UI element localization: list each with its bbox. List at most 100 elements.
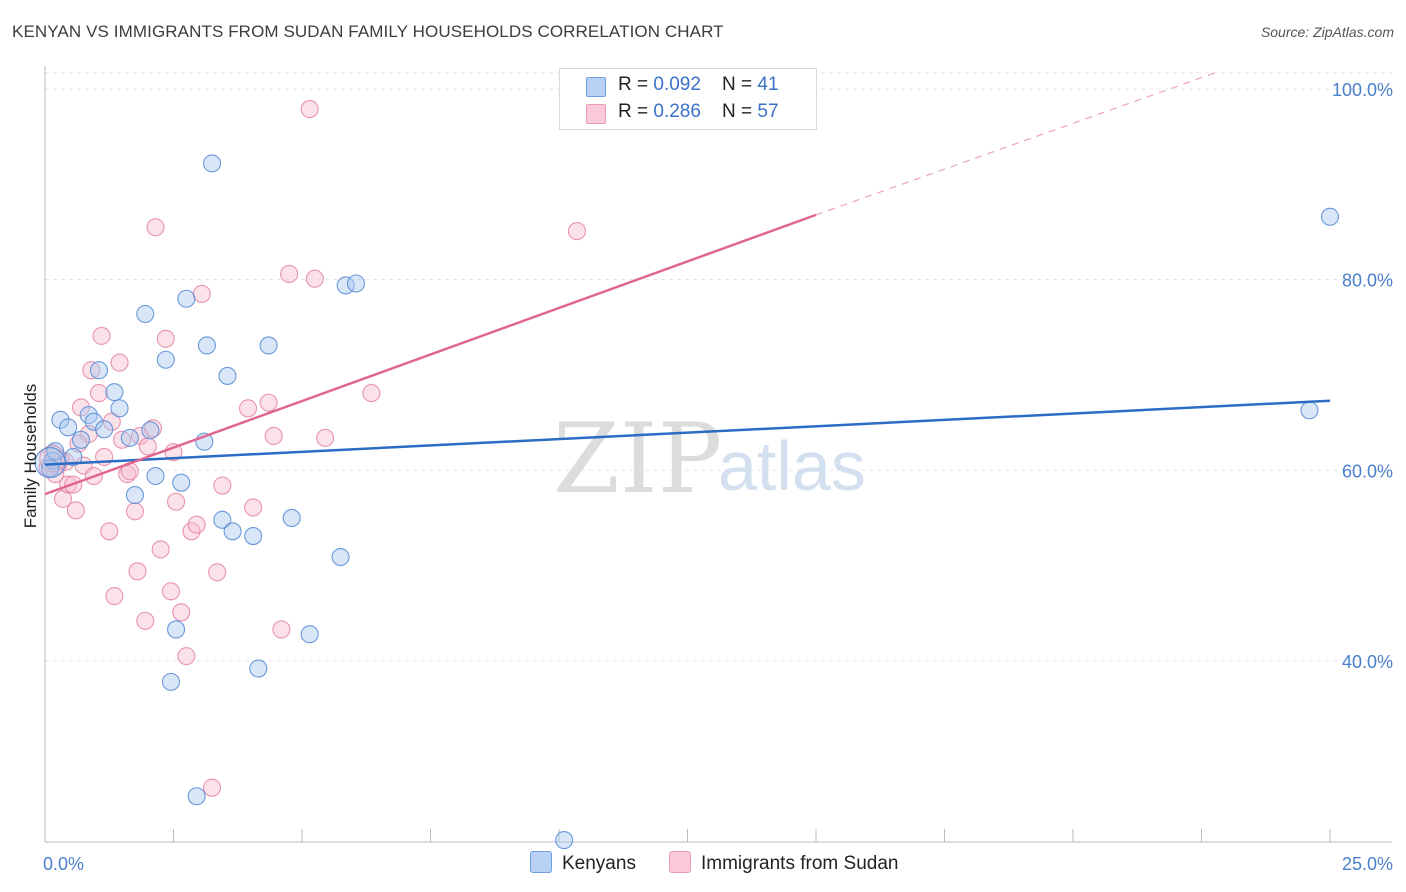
kenyans-point (167, 620, 186, 639)
sudan-point (305, 269, 324, 288)
sudan-points (38, 100, 587, 797)
kenyans-point (64, 447, 83, 467)
sudan-point (272, 620, 291, 639)
sudan-point (567, 222, 587, 241)
sudan-point (66, 501, 85, 520)
y-tick-label: 100.0% (1332, 80, 1393, 100)
sudan-point (128, 562, 147, 581)
y-tick-label: 60.0% (1342, 461, 1393, 481)
sudan-point (238, 399, 258, 418)
kenyans-point (197, 336, 216, 355)
x-tick-label: 25.0% (1342, 854, 1393, 874)
kenyans-point (51, 410, 70, 429)
sudan-point (259, 393, 278, 412)
sudan-point (167, 492, 186, 511)
sudan-swatch (586, 104, 606, 124)
kenyans-point (141, 421, 160, 440)
sudan-point (136, 611, 155, 630)
sudan-point (138, 437, 157, 456)
bottom-legend-kenyans: Kenyans (530, 851, 636, 875)
kenyans-point (95, 420, 114, 439)
kenyans-point (1300, 401, 1319, 420)
sudan-point (105, 587, 124, 606)
bottom-sudan-label: Immigrants from Sudan (701, 853, 899, 874)
sudan-point (102, 412, 121, 431)
sudan-point (113, 430, 132, 449)
kenyans-r-value: 0.092 (653, 74, 701, 95)
legend-kenyans-text: R = 0.092 N = 41 (618, 74, 779, 96)
sudan-point (177, 647, 196, 666)
kenyans-trend-line (44, 399, 1331, 466)
legend-sudan-text: R = 0.286 N = 57 (618, 101, 779, 123)
watermark-atlas: atlas (718, 427, 866, 505)
kenyans-point (59, 418, 78, 437)
x-tick-label: 0.0% (43, 854, 84, 874)
bottom-legend-sudan: Immigrants from Sudan (669, 851, 898, 875)
sudan-n-value: 57 (757, 101, 779, 122)
sudan-trend-line (44, 213, 817, 496)
kenyans-point (120, 428, 139, 447)
sudan-point (125, 502, 144, 521)
sudan-point (92, 326, 111, 345)
axes (44, 66, 1392, 843)
kenyans-point (331, 547, 350, 567)
y-tick-label: 40.0% (1342, 652, 1393, 672)
kenyans-swatch (586, 77, 606, 97)
kenyans-point (110, 399, 129, 418)
bottom-kenyans-swatch (530, 851, 552, 873)
kenyans-point (213, 510, 232, 529)
kenyans-point (187, 787, 206, 806)
kenyans-points (34, 154, 1340, 850)
sudan-point (161, 582, 180, 601)
y-axis-label: Family Households (21, 384, 40, 529)
kenyans-point (346, 274, 366, 293)
grid (45, 72, 1392, 662)
sudan-r-value: 0.286 (653, 101, 701, 122)
kenyans-point (249, 659, 268, 678)
kenyans-point (146, 466, 165, 486)
sudan-point (208, 563, 227, 582)
kenyans-n-label: N = (722, 74, 758, 95)
kenyans-r-label: R = (618, 74, 654, 95)
sudan-point (82, 361, 101, 380)
bottom-kenyans-label: Kenyans (562, 853, 636, 874)
bottom-sudan-swatch (669, 851, 691, 873)
sudan-point (192, 284, 211, 304)
kenyans-point (89, 361, 109, 380)
kenyans-point (84, 412, 103, 431)
kenyans-point (105, 383, 124, 402)
sudan-point (110, 353, 129, 372)
correlation-legend: R = 0.092 N = 41 R = 0.286 N = 57 (559, 68, 817, 130)
kenyans-point (223, 522, 242, 541)
sudan-point (71, 398, 91, 417)
kenyans-point (218, 366, 237, 385)
sudan-point (151, 540, 170, 559)
chart-title: KENYAN VS IMMIGRANTS FROM SUDAN FAMILY H… (12, 22, 724, 41)
watermark: ZIP atlas (553, 403, 866, 515)
sudan-point (203, 778, 222, 797)
sudan-point (53, 489, 73, 508)
kenyans-point (125, 486, 144, 505)
sudan-point (280, 264, 299, 284)
trend-lines (44, 72, 1331, 496)
kenyans-point (136, 304, 155, 324)
sudan-point (187, 515, 206, 534)
kenyans-point (156, 350, 175, 369)
kenyans-point (244, 527, 263, 546)
sudan-point (244, 498, 263, 517)
kenyans-point (203, 154, 222, 173)
watermark-zip: ZIP (553, 403, 722, 515)
sudan-point (146, 218, 165, 237)
sudan-r-label: R = (618, 101, 654, 122)
kenyans-point (282, 508, 301, 528)
sudan-point (316, 428, 335, 447)
kenyans-point (177, 289, 196, 308)
kenyans-point (172, 473, 191, 492)
source-label: Source: ZipAtlas.com (1260, 24, 1394, 40)
sudan-n-label: N = (722, 101, 758, 122)
sudan-point (89, 384, 109, 403)
tick-labels: 40.0% 60.0% 80.0% 100.0% 0.0% 25.0% (43, 80, 1393, 874)
kenyans-point (46, 442, 65, 461)
kenyans-n-value: 41 (757, 74, 779, 95)
